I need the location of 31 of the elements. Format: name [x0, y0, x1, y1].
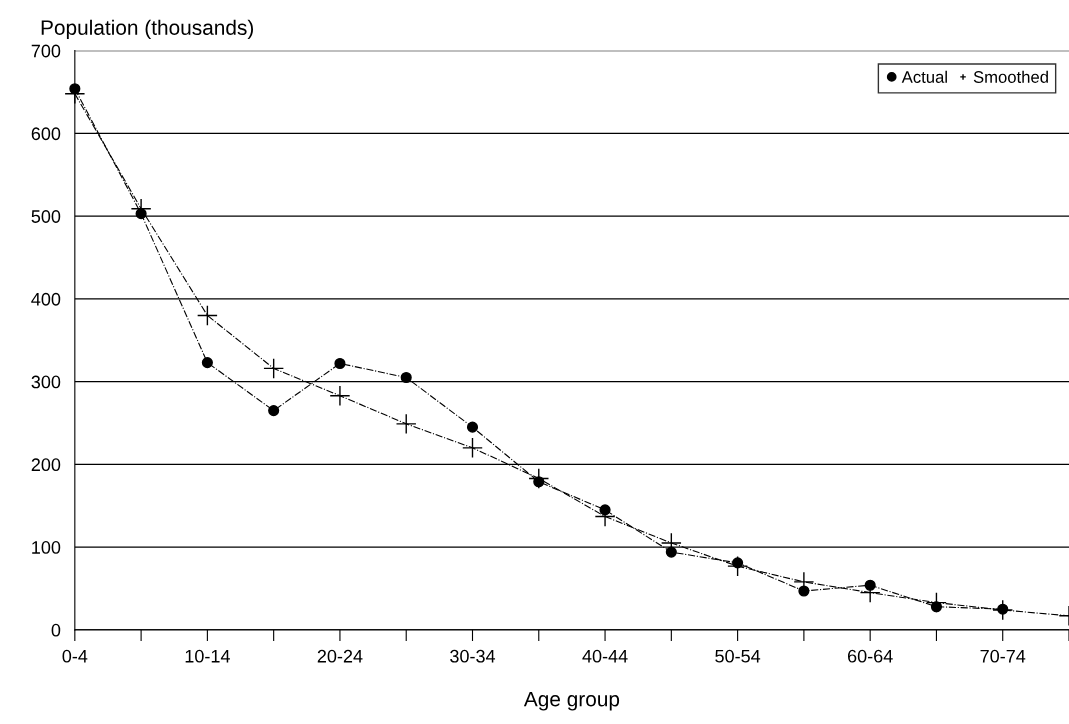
x-tick-label: 10-14 — [185, 649, 230, 663]
y-tick-label: 200 — [31, 458, 61, 472]
x-tick-label: 60-64 — [848, 649, 893, 663]
point — [462, 437, 483, 459]
point — [334, 357, 346, 370]
x-axis-title: Age group — [523, 691, 620, 711]
x-tick-label: 30-34 — [450, 649, 496, 663]
y-tick-label: 100 — [32, 541, 61, 554]
y-axis-title: Population (thousands) — [41, 19, 253, 40]
point — [400, 371, 412, 384]
x-tick-label: 50-54 — [715, 649, 761, 663]
y-tick-label: 700 — [31, 44, 61, 58]
x-tick-label: 0-4 — [62, 649, 88, 663]
legend-label: Smoothed — [973, 70, 1048, 83]
point — [466, 421, 479, 433]
legend-label: Actual — [901, 70, 947, 83]
y-tick-label: 600 — [31, 127, 61, 141]
x-tick-label: 40-44 — [582, 649, 628, 663]
point — [201, 357, 213, 369]
y-tick-label: 0 — [51, 623, 61, 637]
point — [263, 357, 285, 379]
y-tick-label: 300 — [31, 375, 61, 389]
x-tick-label: 70-74 — [980, 649, 1026, 663]
point — [268, 405, 280, 417]
point — [395, 413, 417, 435]
y-tick-label: 400 — [31, 292, 61, 306]
point — [329, 385, 351, 407]
y-tick-label: 500 — [31, 210, 61, 223]
x-tick-label: 20-24 — [317, 649, 363, 663]
point — [196, 305, 218, 326]
point — [665, 546, 677, 558]
